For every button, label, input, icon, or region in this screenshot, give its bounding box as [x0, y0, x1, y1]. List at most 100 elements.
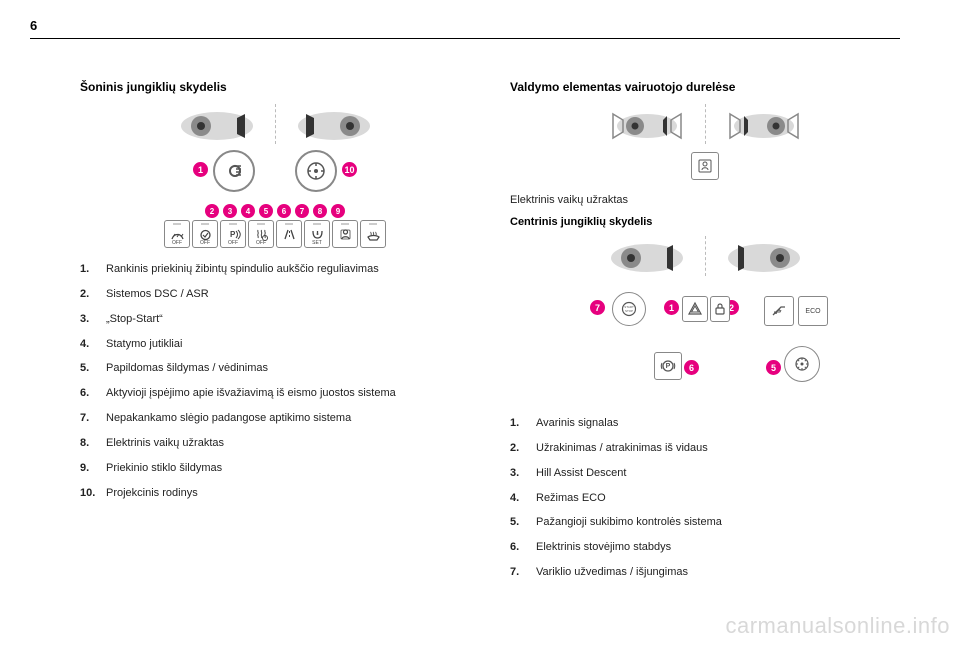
- steering-left-icon: [177, 104, 257, 144]
- item-num: 4.: [80, 337, 98, 352]
- windscreen-heat-switch-icon: [360, 220, 386, 248]
- steering-right-icon: [294, 104, 374, 144]
- left-section-title: Šoninis jungiklių skydelis: [80, 80, 470, 94]
- callout-5: 5: [259, 204, 273, 218]
- list-item: 5.Papildomas šildymas / vėdinimas: [80, 361, 470, 376]
- dial-row: 1 10: [155, 150, 395, 192]
- child-lock-switch-icon: [332, 220, 358, 248]
- hazard-button-icon: [682, 296, 708, 322]
- item-text: Elektrinis vaikų užraktas: [106, 436, 224, 451]
- watermark: carmanualsonline.info: [725, 613, 950, 639]
- item-num: 5.: [510, 515, 528, 530]
- door-control-figure: [510, 104, 900, 180]
- item-num: 2.: [80, 287, 98, 302]
- switch-sub-3: OFF: [228, 240, 238, 246]
- list-item: 7.Variklio užvedimas / išjungimas: [510, 565, 900, 580]
- item-text: Aktyvioji įspėjimo apie išvažiavimą iš e…: [106, 386, 396, 401]
- item-text: Elektrinis stovėjimo stabdys: [536, 540, 671, 555]
- callout-8: 8: [313, 204, 327, 218]
- list-item: 3. Hill Assist Descent: [510, 466, 900, 481]
- callout-2: 2: [205, 204, 219, 218]
- svg-text:P: P: [230, 230, 236, 239]
- item-num: 4.: [510, 491, 528, 506]
- eco-button-icon: ECO: [798, 296, 828, 326]
- item-text: Nepakankamo slėgio padangose aptikimo si…: [106, 411, 351, 426]
- list-item: 2. Sistemos DSC / ASR: [80, 287, 470, 302]
- tpms-switch-icon: SET: [304, 220, 330, 248]
- list-item: 5. Pažangioji sukibimo kontrolės sistema: [510, 515, 900, 530]
- callout-3: 3: [223, 204, 237, 218]
- callout-c5: 5: [766, 360, 781, 375]
- list-item: 9. Priekinio stiklo šildymas: [80, 461, 470, 476]
- separator-dashed: [705, 104, 706, 144]
- switch-sub-2: OFF: [200, 240, 210, 246]
- item-num: 1.: [80, 262, 98, 277]
- item-text: Priekinio stiklo šildymas: [106, 461, 222, 476]
- central-panel-figure: 7 1 2 3 4 6 5 STARTSTOP: [510, 236, 900, 402]
- side-switch-panel-figure: 1 10 2 3 4 5 6 7 8 9: [80, 104, 470, 248]
- headlight-level-dial-icon: [213, 150, 255, 192]
- start-stop-button-icon: STARTSTOP: [612, 292, 646, 326]
- item-text: Užrakinimas / atrakinimas iš vidaus: [536, 441, 708, 456]
- item-num: 10.: [80, 486, 98, 501]
- content-columns: Šoninis jungiklių skydelis: [80, 80, 900, 590]
- list-item: 7. Nepakankamo slėgio padangose aptikimo …: [80, 411, 470, 426]
- item-num: 5.: [80, 361, 98, 376]
- callout-4: 4: [241, 204, 255, 218]
- parking-brake-button-icon: P: [654, 352, 682, 380]
- list-item: 6. Aktyvioji įspėjimo apie išvažiavimą iš…: [80, 386, 470, 401]
- list-item: 8. Elektrinis vaikų užraktas: [80, 436, 470, 451]
- list-item: 6.Elektrinis stovėjimo stabdys: [510, 540, 900, 555]
- callout-c1: 1: [664, 300, 679, 315]
- item-num: 7.: [80, 411, 98, 426]
- item-text: Sistemos DSC / ASR: [106, 287, 209, 302]
- right-section-title-2: Centrinis jungiklių skydelis: [510, 216, 900, 228]
- list-item: 1. Avarinis signalas: [510, 416, 900, 431]
- central-steering-row: [607, 236, 804, 276]
- lane-assist-switch-icon: [276, 220, 302, 248]
- callout-6: 6: [277, 204, 291, 218]
- callout-10: 10: [342, 162, 357, 177]
- item-num: 9.: [80, 461, 98, 476]
- dsc-asr-switch-icon: OFF: [164, 220, 190, 248]
- central-buttons: 7 1 2 3 4 6 5 STARTSTOP: [580, 282, 830, 402]
- right-item-list: 1. Avarinis signalas 2. Užrakinimas / atra…: [510, 416, 900, 580]
- door-right-icon: [724, 104, 804, 144]
- item-num: 3.: [510, 466, 528, 481]
- svg-text:STOP: STOP: [625, 309, 633, 313]
- grip-control-dial-icon: [784, 346, 820, 382]
- steering-right-icon: [724, 236, 804, 276]
- right-column: Valdymo elementas vairuotojo durelėse: [510, 80, 900, 590]
- list-item: 3.„Stop-Start“: [80, 312, 470, 327]
- item-num: 6.: [80, 386, 98, 401]
- list-item: 4.Statymo jutikliai: [80, 337, 470, 352]
- door-left-icon: [607, 104, 687, 144]
- callout-c7: 7: [590, 300, 605, 315]
- item-text: Projekcinis rodinys: [106, 486, 198, 501]
- list-item: 4.Režimas ECO: [510, 491, 900, 506]
- item-num: 3.: [80, 312, 98, 327]
- item-text: Pažangioji sukibimo kontrolės sistema: [536, 515, 722, 530]
- item-num: 1.: [510, 416, 528, 431]
- p-label: P: [666, 363, 671, 370]
- left-item-list: 1. Rankinis priekinių žibintų spindulio a…: [80, 262, 470, 500]
- hill-descent-button-icon: [764, 296, 794, 326]
- right-section-title-1: Valdymo elementas vairuotojo durelėse: [510, 80, 900, 94]
- item-text: Rankinis priekinių žibintų spindulio auk…: [106, 262, 379, 277]
- list-item: 10. Projekcinis rodinys: [80, 486, 470, 501]
- list-item: 2. Užrakinimas / atrakinimas iš vidaus: [510, 441, 900, 456]
- door-caption: Elektrinis vaikų užraktas: [510, 194, 900, 206]
- callout-dot-row: 2 3 4 5 6 7 8 9: [205, 204, 345, 218]
- hud-control-dial-icon: [295, 150, 337, 192]
- top-rule: [30, 38, 900, 39]
- separator-dashed: [275, 104, 276, 144]
- item-text: Hill Assist Descent: [536, 466, 626, 481]
- callout-c6: 6: [684, 360, 699, 375]
- item-text: Variklio užvedimas / išjungimas: [536, 565, 688, 580]
- item-num: 2.: [510, 441, 528, 456]
- callout-9: 9: [331, 204, 345, 218]
- item-text: Avarinis signalas: [536, 416, 618, 431]
- item-num: 8.: [80, 436, 98, 451]
- stop-start-switch-icon: OFF: [192, 220, 218, 248]
- switch-sub-4: OFF: [256, 240, 266, 246]
